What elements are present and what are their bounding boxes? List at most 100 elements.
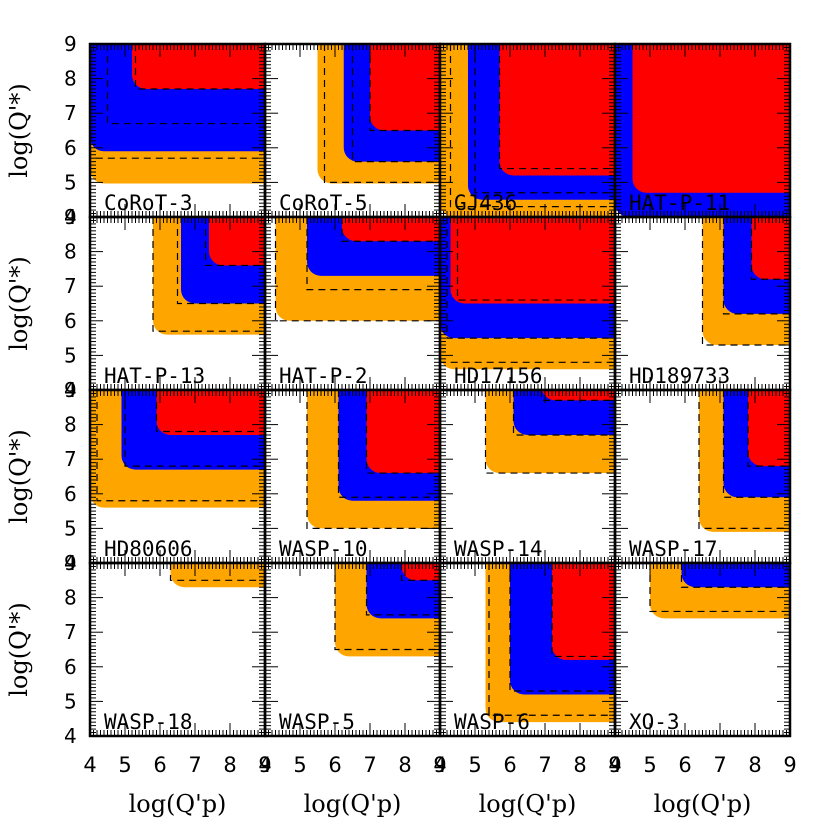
y-tick-label: 5 — [64, 170, 77, 194]
y-tick-label: 9 — [64, 551, 77, 575]
panel-regions — [484, 390, 615, 474]
panel-regions — [306, 390, 440, 529]
dashed-contour — [204, 217, 265, 267]
dashed-contour — [649, 563, 790, 613]
panel-name: HD80606 — [104, 537, 193, 561]
dashed-contour — [680, 563, 790, 588]
y-tick-label: 4 — [64, 378, 77, 402]
y-axis-label: log(Q'*) — [5, 83, 33, 178]
region-inner — [499, 44, 615, 176]
y-tick-label: 7 — [64, 101, 77, 125]
x-tick-label: 6 — [153, 753, 166, 777]
panel-corot-5: CoRoT-5 — [263, 42, 442, 219]
region-middle — [681, 563, 790, 588]
panel-regions — [152, 217, 265, 335]
panel-regions — [485, 563, 615, 723]
y-tick-label: 5 — [64, 689, 77, 713]
x-tick-label: 4 — [608, 753, 621, 777]
y-tick-label: 8 — [64, 67, 77, 91]
panel-name: CoRoT-3 — [104, 191, 193, 215]
panel-grid: CoRoT-3 CoRoT-5 GJ436 HAT-P-11 HAT-P-13 HAT-P… — [88, 42, 792, 738]
dashed-contour — [509, 563, 615, 692]
dashed-contour — [106, 44, 265, 125]
y-tick-label: 4 — [64, 551, 77, 575]
panel-name: WASP-6 — [454, 710, 530, 734]
x-axis-label: log(Q'p) — [304, 790, 402, 818]
panel-regions — [615, 44, 790, 217]
x-tick-label: 9 — [258, 753, 271, 777]
panel-name: HD189733 — [629, 364, 730, 388]
panel-regions — [317, 44, 440, 184]
dashed-contour — [306, 390, 440, 529]
panel-regions — [698, 390, 790, 532]
dashed-contour — [351, 44, 440, 163]
dashed-contour — [456, 217, 615, 301]
y-axis-label: log(Q'*) — [5, 256, 33, 351]
x-tick-label: 6 — [503, 753, 516, 777]
panel-regions — [440, 217, 615, 370]
panel-name: WASP-14 — [454, 537, 543, 561]
y-tick-label: 4 — [64, 205, 77, 229]
x-tick-label: 5 — [118, 753, 131, 777]
dashed-contour — [306, 217, 440, 291]
panel-hd80606: HD80606 — [88, 388, 267, 565]
x-axis-label: log(Q'p) — [654, 790, 752, 818]
panel-name: HAT-P-11 — [629, 191, 730, 215]
y-tick-label: 5 — [64, 343, 77, 367]
panel-name: HAT-P-13 — [104, 364, 205, 388]
x-tick-label: 9 — [433, 753, 446, 777]
y-tick-label: 9 — [64, 32, 77, 56]
y-tick-label: 9 — [64, 378, 77, 402]
x-tick-label: 8 — [398, 753, 411, 777]
region-inner — [401, 563, 440, 581]
x-tick-label: 7 — [538, 753, 551, 777]
y-tick-label: 6 — [64, 482, 77, 506]
y-tick-label: 6 — [64, 136, 77, 160]
panel-name: WASP-10 — [279, 537, 368, 561]
panel-regions — [440, 44, 615, 217]
panel-hd17156: HD17156 — [438, 215, 617, 392]
dashed-contour — [365, 563, 440, 616]
dashed-contour — [446, 217, 615, 339]
region-inner — [209, 217, 265, 266]
x-tick-label: 8 — [573, 753, 586, 777]
region-middle — [513, 390, 615, 435]
panel-name: XO-3 — [629, 710, 680, 734]
panel-hat-p-2: HAT-P-2 — [263, 215, 442, 392]
x-axis-label: log(Q'p) — [129, 790, 227, 818]
dashed-contour — [152, 217, 265, 332]
region-inner — [748, 390, 790, 467]
dashed-contour — [512, 390, 615, 436]
x-tick-label: 9 — [608, 753, 621, 777]
dashed-contour — [337, 390, 440, 498]
y-axis-label: log(Q'*) — [5, 602, 33, 697]
x-tick-label: 4 — [433, 753, 446, 777]
x-tick-label: 4 — [258, 753, 271, 777]
x-tick-label: 6 — [328, 753, 341, 777]
dashed-contour — [176, 217, 265, 305]
panel-regions — [701, 217, 790, 346]
y-tick-label: 7 — [64, 447, 77, 471]
panel-name: WASP-17 — [629, 537, 718, 561]
x-tick-label: 6 — [678, 753, 691, 777]
region-inner — [632, 44, 790, 193]
dashed-contour — [365, 390, 440, 474]
panel-hd189733: HD189733 — [613, 215, 792, 392]
dashed-contour — [750, 217, 790, 280]
dashed-contour — [551, 563, 615, 658]
y-tick-label: 7 — [64, 620, 77, 644]
x-tick-label: 7 — [188, 753, 201, 777]
region-inner — [552, 563, 615, 660]
x-tick-label: 5 — [643, 753, 656, 777]
dashed-contour — [498, 44, 615, 170]
region-inner — [370, 44, 440, 131]
dashed-contour — [747, 390, 790, 467]
panel-name: WASP-5 — [279, 710, 355, 734]
dashed-contour — [96, 390, 265, 502]
dashed-contour — [698, 390, 790, 529]
panel-name: HAT-P-2 — [279, 364, 368, 388]
y-tick-label: 8 — [64, 240, 77, 264]
panel-frame — [613, 561, 792, 738]
region-inner — [751, 217, 790, 280]
